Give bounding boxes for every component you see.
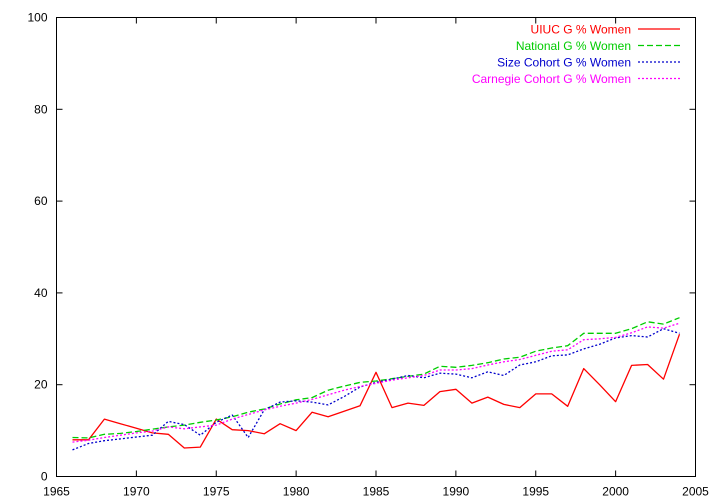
legend-label-4: Carnegie Cohort G % Women [472, 72, 631, 86]
axis-tick-labels: 1965 1970 1975 1980 1985 1990 1995 2000 2005 0 20 4… [27, 11, 709, 499]
y-tick-label: 60 [34, 194, 48, 208]
series-line-2 [72, 317, 680, 439]
y-tick-label: 100 [27, 11, 47, 25]
series-line-3 [72, 328, 680, 451]
x-tick-label: 1985 [363, 485, 390, 499]
legend: UIUC G % Women National G % Women Size Coh… [472, 23, 680, 86]
x-tick-label: 2000 [602, 485, 629, 499]
y-tick-label: 0 [41, 470, 48, 484]
x-tick-label: 1995 [522, 485, 549, 499]
axis-ticks [56, 17, 696, 477]
y-tick-label: 40 [34, 286, 48, 300]
x-tick-label: 1975 [203, 485, 230, 499]
series-lines [72, 317, 681, 451]
plot-frame [56, 17, 696, 477]
x-tick-label: 2005 [682, 485, 709, 499]
legend-label-3: Size Cohort G % Women [497, 56, 631, 70]
x-tick-label: 1990 [443, 485, 470, 499]
legend-label-1: UIUC G % Women [531, 23, 631, 37]
series-line-4 [72, 322, 680, 443]
legend-label-2: National G % Women [516, 39, 631, 53]
x-tick-label: 1980 [283, 485, 310, 499]
series-line-1 [72, 333, 681, 449]
x-tick-label: 1970 [123, 485, 150, 499]
y-tick-label: 20 [34, 378, 48, 392]
y-tick-label: 80 [34, 102, 48, 116]
x-tick-label: 1965 [43, 485, 70, 499]
